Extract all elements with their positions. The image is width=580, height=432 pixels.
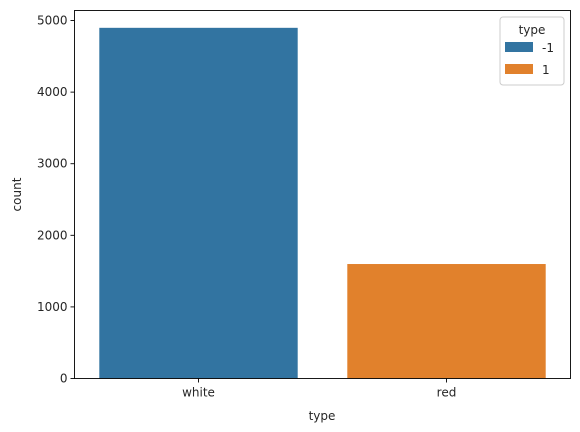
- y-tick-label-2: 2000: [37, 228, 68, 242]
- bar-red: [347, 264, 546, 379]
- y-ticks: 0 1000 2000 3000 4000 5000: [37, 14, 75, 386]
- plot-frame: [74, 10, 571, 379]
- bars-layer: [99, 27, 546, 379]
- x-tick-label-1: red: [437, 386, 457, 400]
- legend: type -1 1: [499, 16, 565, 86]
- bar-white: [99, 27, 298, 379]
- legend-title: type: [519, 23, 546, 37]
- legend-swatch-0: [505, 42, 533, 52]
- legend-label-1: 1: [542, 63, 550, 77]
- y-tick-label-4: 4000: [37, 85, 68, 99]
- y-tick-label-1: 1000: [37, 300, 68, 314]
- x-ticks: white red: [182, 378, 457, 400]
- y-tick-label-5: 5000: [37, 14, 68, 28]
- legend-swatch-1: [505, 64, 533, 74]
- y-axis-label: count: [10, 177, 24, 211]
- legend-label-0: -1: [542, 41, 554, 55]
- x-tick-label-0: white: [182, 386, 215, 400]
- x-axis-label: type: [309, 409, 336, 423]
- y-tick-label-3: 3000: [37, 157, 68, 171]
- y-tick-label-0: 0: [60, 372, 68, 386]
